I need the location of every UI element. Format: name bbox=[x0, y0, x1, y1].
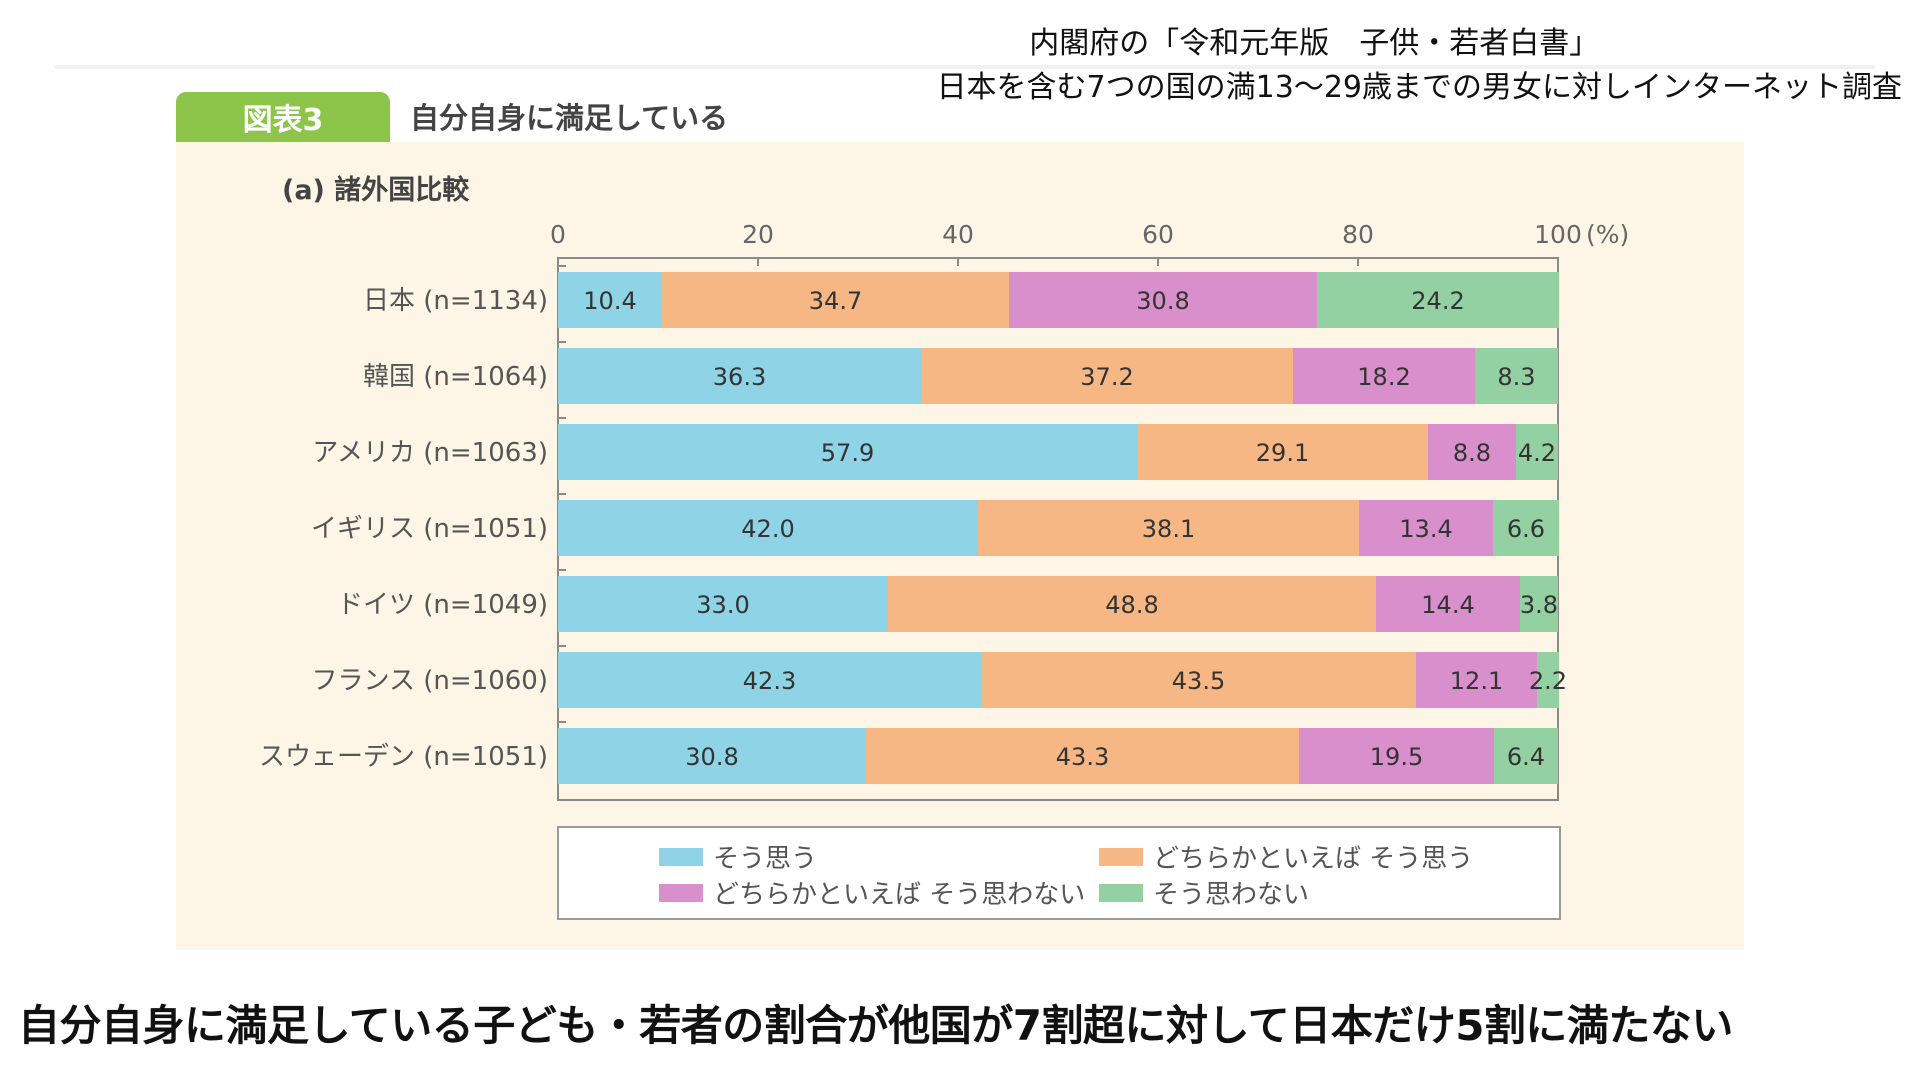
bar-segment bbox=[662, 272, 1009, 328]
legend-item: そう思わない bbox=[1099, 874, 1309, 911]
data-label: 42.0 bbox=[741, 515, 794, 543]
data-label: 34.7 bbox=[809, 287, 862, 315]
data-label: 10.4 bbox=[583, 287, 636, 315]
category-label: フランス (n=1060) bbox=[312, 666, 548, 696]
figure-badge: 図表3 bbox=[176, 92, 390, 142]
bar-segment bbox=[1376, 576, 1520, 632]
bar-segment bbox=[558, 728, 866, 784]
bar-segment bbox=[1416, 652, 1537, 708]
bar-segment bbox=[1359, 500, 1493, 556]
data-label: 30.8 bbox=[685, 743, 738, 771]
category-label: 韓国 (n=1064) bbox=[363, 362, 548, 392]
bar-segment bbox=[1475, 348, 1558, 404]
data-label: 8.8 bbox=[1453, 439, 1491, 467]
data-label: 37.2 bbox=[1080, 363, 1133, 391]
category-label: イギリス (n=1051) bbox=[311, 514, 548, 544]
bar-segment bbox=[558, 424, 1137, 480]
data-label: 6.4 bbox=[1507, 743, 1545, 771]
x-tick-label: 80 bbox=[1342, 220, 1374, 249]
bar-segment bbox=[1520, 576, 1558, 632]
bar-segment bbox=[1428, 424, 1516, 480]
bar-segment bbox=[981, 652, 1416, 708]
x-unit-label: (%) bbox=[1586, 220, 1629, 249]
data-label: 57.9 bbox=[821, 439, 874, 467]
legend-label: どちらかといえば そう思う bbox=[1153, 844, 1474, 874]
legend-swatch bbox=[659, 883, 703, 902]
legend-item: どちらかといえば そう思わない bbox=[659, 874, 1085, 911]
x-tick-label: 100 bbox=[1534, 220, 1582, 249]
category-label: スウェーデン (n=1051) bbox=[259, 742, 548, 772]
data-label: 12.1 bbox=[1450, 667, 1503, 695]
bar-segment bbox=[888, 576, 1376, 632]
legend-label: そう思う bbox=[713, 844, 818, 874]
headline-caption: 自分自身に満足している子ども・若者の割合が他国が7割超に対して日本だけ5割に満た… bbox=[18, 1001, 1733, 1050]
data-label: 48.8 bbox=[1105, 591, 1158, 619]
data-label: 29.1 bbox=[1256, 439, 1309, 467]
bar-segment bbox=[1137, 424, 1428, 480]
data-label: 43.3 bbox=[1056, 743, 1109, 771]
data-label: 6.6 bbox=[1507, 515, 1545, 543]
data-label: 2.2 bbox=[1529, 667, 1567, 695]
source-line-1: 内閣府の「令和元年版 子供・若者白書」 bbox=[1029, 26, 1600, 61]
x-tick-label: 20 bbox=[742, 220, 774, 249]
data-label: 38.1 bbox=[1142, 515, 1195, 543]
category-label: 日本 (n=1134) bbox=[363, 286, 548, 316]
category-label: アメリカ (n=1063) bbox=[312, 438, 548, 468]
bar-segment bbox=[558, 576, 888, 632]
chart-subtitle: (a) 諸外国比較 bbox=[282, 175, 470, 206]
data-label: 42.3 bbox=[743, 667, 796, 695]
bar-segment bbox=[866, 728, 1299, 784]
x-tick-label: 60 bbox=[1142, 220, 1174, 249]
x-tick-label: 40 bbox=[942, 220, 974, 249]
bar-segment bbox=[558, 500, 978, 556]
bar-segment bbox=[1494, 728, 1558, 784]
data-label: 8.3 bbox=[1497, 363, 1535, 391]
data-label: 18.2 bbox=[1357, 363, 1410, 391]
legend-swatch bbox=[1099, 847, 1143, 866]
bar-segment bbox=[558, 272, 662, 328]
legend-item: どちらかといえば そう思う bbox=[1099, 838, 1473, 875]
bar-segment bbox=[1009, 272, 1317, 328]
bar-segment bbox=[1317, 272, 1559, 328]
data-label: 19.5 bbox=[1370, 743, 1423, 771]
figure-title: 自分自身に満足している bbox=[410, 101, 729, 135]
bar-segment bbox=[1493, 500, 1559, 556]
data-label: 4.2 bbox=[1518, 439, 1556, 467]
bar-segment bbox=[558, 652, 981, 708]
source-note: 内閣府の「令和元年版 子供・若者白書」 日本を含む7つの国の満13〜29歳までの… bbox=[937, 22, 1902, 110]
category-label: ドイツ (n=1049) bbox=[337, 590, 548, 620]
bar-segment bbox=[978, 500, 1359, 556]
chart-legend: そう思う どちらかといえば そう思うどちらかといえば そう思わない そう思わない bbox=[557, 826, 1561, 920]
data-label: 3.8 bbox=[1520, 591, 1558, 619]
header-divider bbox=[55, 65, 1875, 69]
data-label: 13.4 bbox=[1399, 515, 1452, 543]
bar-segment bbox=[558, 348, 921, 404]
data-label: 24.2 bbox=[1411, 287, 1464, 315]
bar-segment bbox=[1299, 728, 1494, 784]
bar-segment bbox=[1293, 348, 1475, 404]
x-tick-label: 0 bbox=[550, 220, 566, 249]
bar-segment bbox=[921, 348, 1293, 404]
data-label: 33.0 bbox=[696, 591, 749, 619]
legend-swatch bbox=[1099, 883, 1143, 902]
bar-segment bbox=[1516, 424, 1558, 480]
data-label: 14.4 bbox=[1421, 591, 1474, 619]
legend-label: そう思わない bbox=[1153, 880, 1310, 910]
legend-label: どちらかといえば そう思わない bbox=[713, 880, 1086, 910]
legend-item: そう思う bbox=[659, 838, 817, 875]
data-label: 43.5 bbox=[1172, 667, 1225, 695]
bar-segment bbox=[1537, 652, 1559, 708]
source-line-2: 日本を含む7つの国の満13〜29歳までの男女に対しインターネット調査 bbox=[936, 70, 1902, 105]
data-label: 36.3 bbox=[713, 363, 766, 391]
data-label: 30.8 bbox=[1136, 287, 1189, 315]
legend-swatch bbox=[659, 847, 703, 866]
